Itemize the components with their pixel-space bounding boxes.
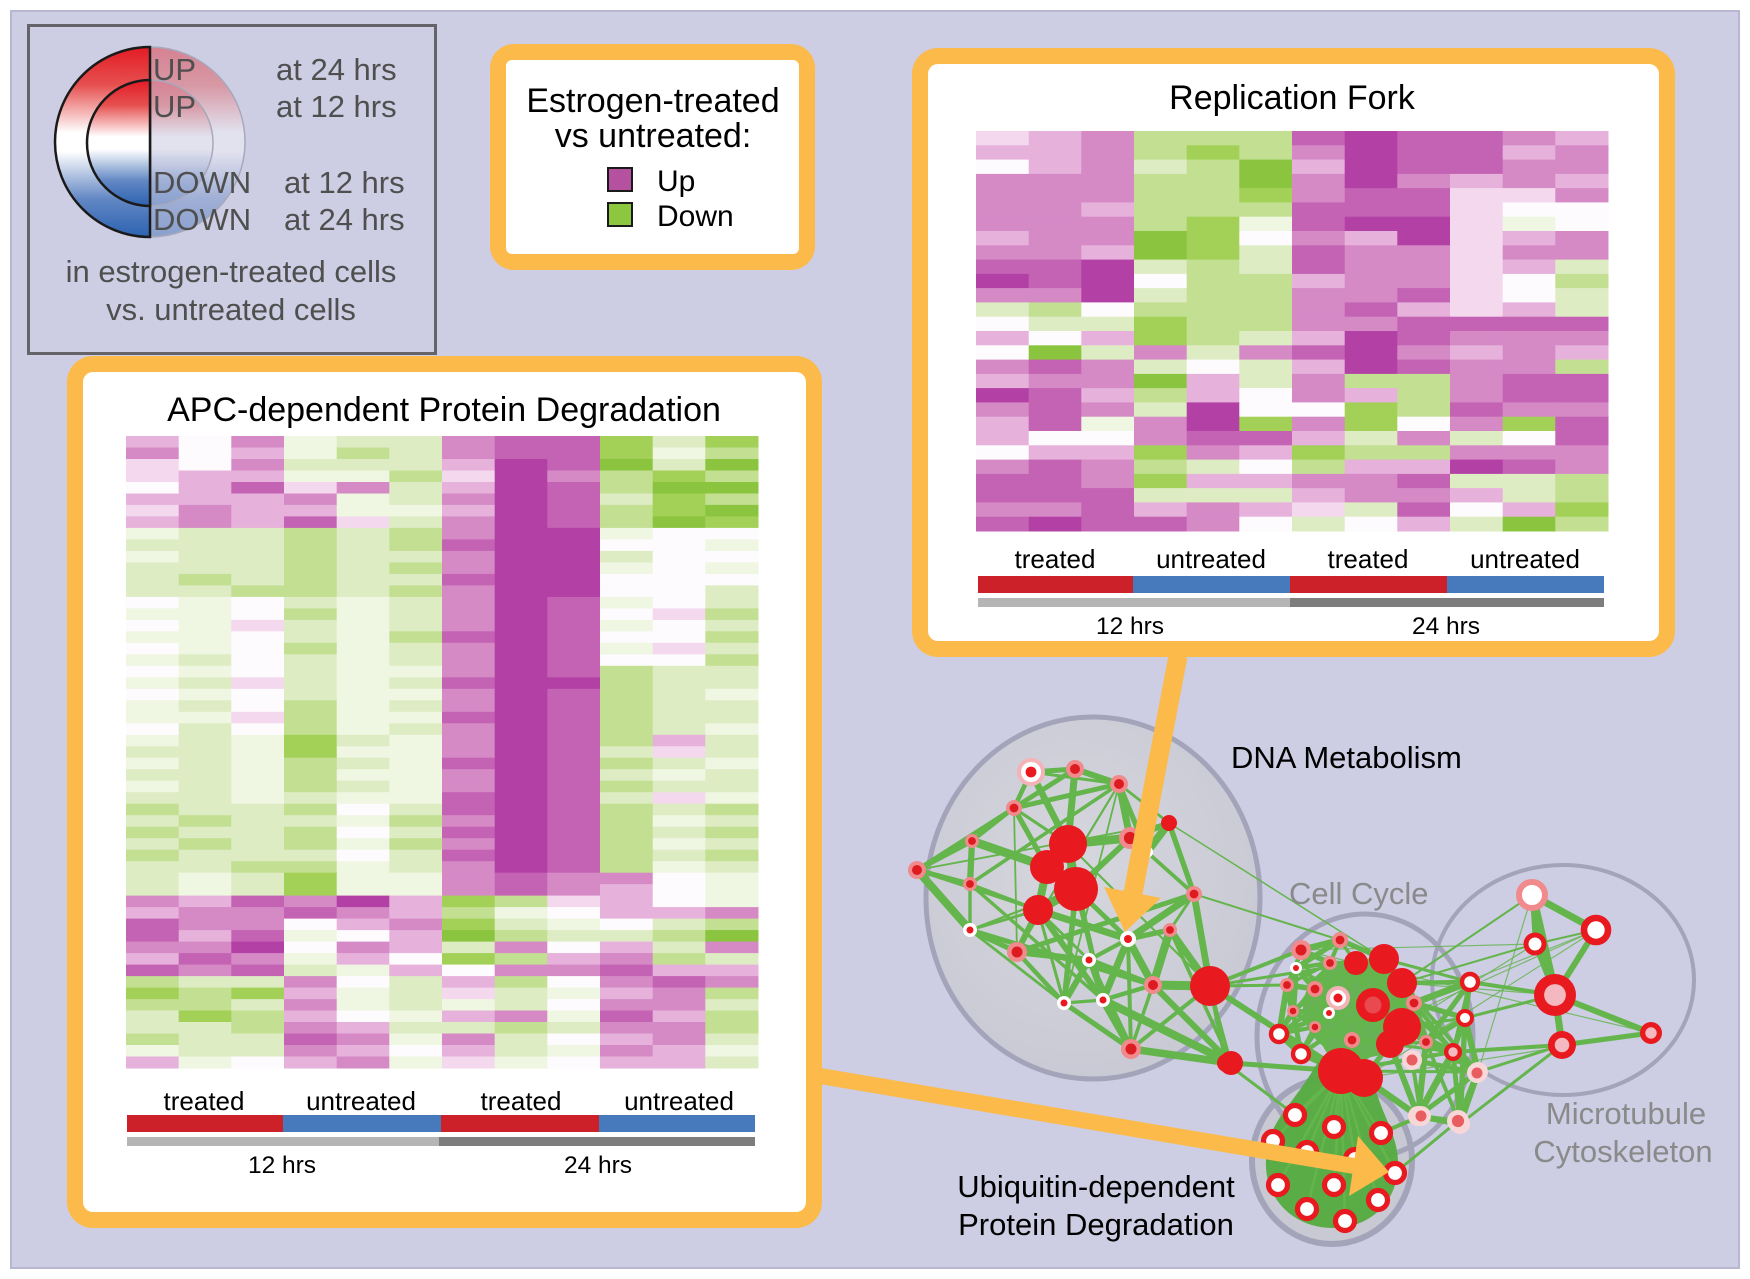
svg-text:UP: UP bbox=[153, 89, 196, 124]
svg-text:Down: Down bbox=[657, 200, 734, 233]
svg-text:Cell Cycle: Cell Cycle bbox=[1289, 876, 1429, 911]
svg-text:12 hrs: 12 hrs bbox=[1096, 613, 1164, 640]
svg-text:DOWN: DOWN bbox=[153, 202, 251, 237]
svg-text:at 12 hrs: at 12 hrs bbox=[284, 165, 405, 200]
svg-text:vs. untreated cells: vs. untreated cells bbox=[106, 292, 356, 327]
svg-text:DOWN: DOWN bbox=[153, 165, 251, 200]
svg-text:treated: treated bbox=[1015, 544, 1096, 574]
svg-text:vs untreated:: vs untreated: bbox=[555, 117, 752, 155]
svg-text:Up: Up bbox=[657, 165, 695, 198]
svg-text:treated: treated bbox=[1328, 544, 1409, 574]
svg-text:Protein Degradation: Protein Degradation bbox=[958, 1207, 1234, 1242]
svg-text:Cytoskeleton: Cytoskeleton bbox=[1533, 1134, 1712, 1169]
svg-text:at 24 hrs: at 24 hrs bbox=[276, 52, 397, 87]
svg-text:APC-dependent Protein Degradat: APC-dependent Protein Degradation bbox=[167, 391, 721, 429]
svg-text:untreated: untreated bbox=[306, 1086, 416, 1116]
svg-text:12 hrs: 12 hrs bbox=[248, 1152, 316, 1179]
svg-text:Microtubule: Microtubule bbox=[1546, 1096, 1706, 1131]
svg-text:treated: treated bbox=[164, 1086, 245, 1116]
svg-text:DNA Metabolism: DNA Metabolism bbox=[1231, 740, 1462, 775]
svg-text:untreated: untreated bbox=[1470, 544, 1580, 574]
svg-text:24 hrs: 24 hrs bbox=[564, 1152, 632, 1179]
svg-text:Estrogen-treated: Estrogen-treated bbox=[526, 82, 779, 120]
svg-text:UP: UP bbox=[153, 52, 196, 87]
svg-text:at 24 hrs: at 24 hrs bbox=[284, 202, 405, 237]
svg-text:treated: treated bbox=[481, 1086, 562, 1116]
svg-text:untreated: untreated bbox=[1156, 544, 1266, 574]
svg-text:in estrogen-treated cells: in estrogen-treated cells bbox=[66, 254, 397, 289]
svg-text:24 hrs: 24 hrs bbox=[1412, 613, 1480, 640]
svg-text:at 12 hrs: at 12 hrs bbox=[276, 89, 397, 124]
svg-text:Ubiquitin-dependent: Ubiquitin-dependent bbox=[957, 1169, 1235, 1204]
svg-text:Replication Fork: Replication Fork bbox=[1169, 79, 1416, 117]
svg-text:untreated: untreated bbox=[624, 1086, 734, 1116]
